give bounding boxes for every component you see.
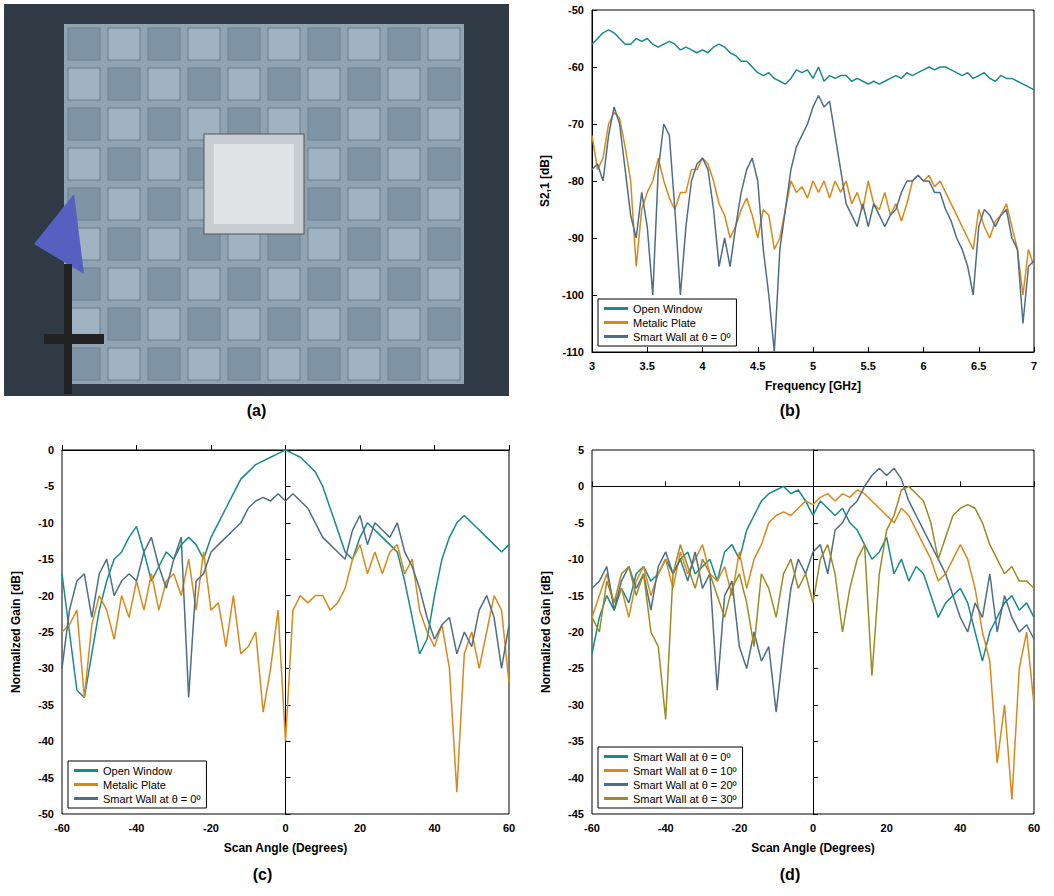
svg-text:-35: -35	[568, 735, 584, 747]
svg-text:-35: -35	[38, 699, 54, 711]
svg-text:-10: -10	[568, 553, 584, 565]
svg-text:Normalized Gain [dB]: Normalized Gain [dB]	[539, 571, 553, 693]
svg-text:60: 60	[503, 822, 515, 834]
svg-text:-30: -30	[568, 699, 584, 711]
html-text:(d): (d)	[779, 866, 801, 883]
svg-text:3: 3	[589, 360, 595, 372]
svg-text:-10: -10	[38, 517, 54, 529]
svg-text:5: 5	[578, 444, 584, 456]
svg-text:0: 0	[810, 822, 816, 834]
svg-text:-40: -40	[568, 772, 584, 784]
svg-text:-50: -50	[568, 4, 584, 16]
svg-text:0: 0	[282, 822, 288, 834]
svg-text:Scan Angle (Degrees): Scan Angle (Degrees)	[751, 841, 875, 855]
svg-text:-100: -100	[562, 289, 584, 301]
svg-text:Open Window: Open Window	[103, 765, 172, 777]
svg-text:40: 40	[428, 822, 440, 834]
svg-text:S2,1 [dB]: S2,1 [dB]	[538, 155, 552, 207]
svg-text:Smart Wall at θ = 10º: Smart Wall at θ = 10º	[633, 765, 737, 777]
svg-text:-5: -5	[44, 480, 54, 492]
svg-text:4: 4	[699, 360, 706, 372]
svg-text:4.5: 4.5	[750, 360, 765, 372]
svg-text:-5: -5	[574, 517, 584, 529]
html-text:(c): (c)	[252, 866, 273, 883]
svg-text:Scan Angle (Degrees): Scan Angle (Degrees)	[224, 841, 348, 855]
svg-text:5.5: 5.5	[861, 360, 876, 372]
svg-text:-20: -20	[203, 822, 219, 834]
svg-text:Smart Wall at θ = 0º: Smart Wall at θ = 0º	[633, 331, 730, 343]
svg-text:40: 40	[954, 822, 966, 834]
svg-text:0: 0	[578, 480, 584, 492]
svg-text:Metalic Plate: Metalic Plate	[103, 779, 166, 791]
svg-text:20: 20	[881, 822, 893, 834]
svg-text:6: 6	[920, 360, 926, 372]
svg-text:Smart Wall at θ = 30º: Smart Wall at θ = 30º	[633, 793, 737, 805]
svg-text:-30: -30	[38, 662, 54, 674]
svg-text:-45: -45	[38, 772, 54, 784]
svg-text:Open Window: Open Window	[633, 303, 702, 315]
svg-text:Smart Wall at θ = 20º: Smart Wall at θ = 20º	[633, 779, 737, 791]
svg-text:-45: -45	[568, 808, 584, 820]
svg-text:-25: -25	[568, 662, 584, 674]
svg-text:3.5: 3.5	[640, 360, 655, 372]
svg-text:-40: -40	[38, 735, 54, 747]
svg-text:Frequency [GHz]: Frequency [GHz]	[765, 379, 861, 393]
html-text:(b): (b)	[779, 402, 801, 419]
html-text:(a): (a)	[246, 402, 267, 419]
svg-text:Metalic Plate: Metalic Plate	[633, 317, 696, 329]
svg-text:-20: -20	[568, 626, 584, 638]
svg-text:Smart Wall at θ = 0º: Smart Wall at θ = 0º	[103, 793, 200, 805]
svg-text:20: 20	[354, 822, 366, 834]
svg-text:-60: -60	[584, 822, 600, 834]
svg-text:7: 7	[1031, 360, 1037, 372]
svg-text:-40: -40	[129, 822, 145, 834]
svg-text:60: 60	[1028, 822, 1040, 834]
svg-text:-60: -60	[568, 61, 584, 73]
svg-text:0: 0	[48, 444, 54, 456]
svg-text:-50: -50	[38, 808, 54, 820]
svg-text:-40: -40	[658, 822, 674, 834]
svg-text:-15: -15	[38, 553, 54, 565]
svg-text:-20: -20	[38, 590, 54, 602]
svg-text:-25: -25	[38, 626, 54, 638]
svg-text:-80: -80	[568, 175, 584, 187]
svg-text:-60: -60	[54, 822, 70, 834]
svg-text:-110: -110	[563, 346, 584, 358]
svg-text:Smart Wall at θ = 0º: Smart Wall at θ = 0º	[633, 751, 730, 763]
svg-text:6.5: 6.5	[971, 360, 986, 372]
svg-text:Normalized Gain [dB]: Normalized Gain [dB]	[9, 571, 23, 693]
svg-text:-70: -70	[568, 118, 584, 130]
svg-text:-20: -20	[731, 822, 747, 834]
svg-text:5: 5	[810, 360, 816, 372]
svg-text:-15: -15	[568, 590, 584, 602]
svg-text:-90: -90	[568, 232, 584, 244]
